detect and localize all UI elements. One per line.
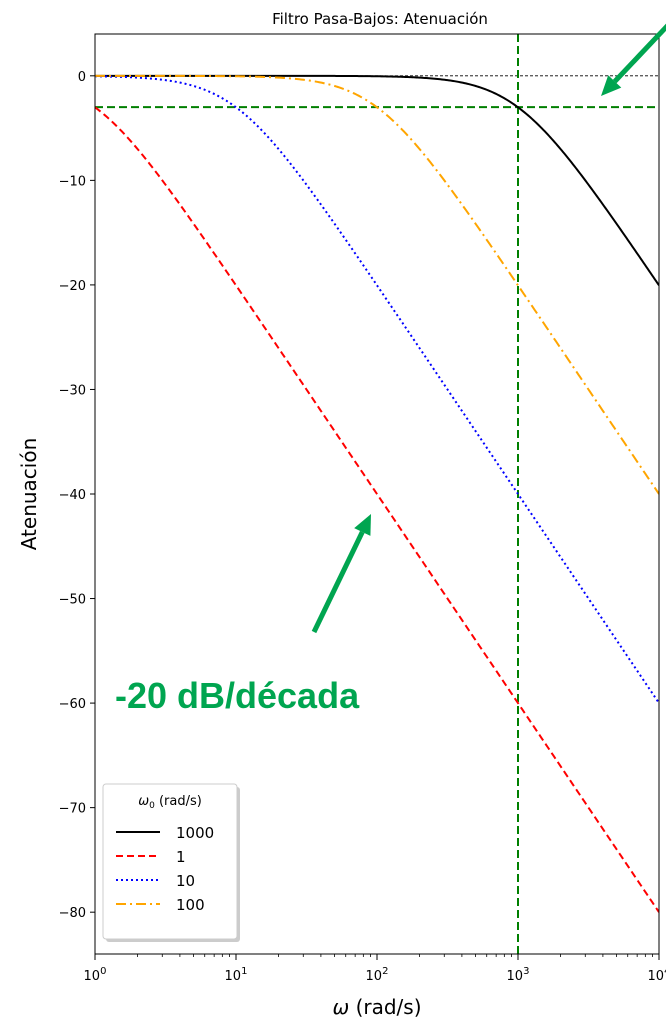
cutoff-arrow bbox=[601, 23, 666, 96]
arrow-shaft bbox=[311, 530, 365, 634]
legend-title: ω0 (rad/s) bbox=[138, 794, 202, 811]
y-tick-label: −80 bbox=[59, 906, 86, 921]
series-line-1 bbox=[95, 106, 659, 913]
x-tick-label: 100 bbox=[84, 966, 107, 984]
y-tick-label: −60 bbox=[59, 697, 86, 712]
slope-arrow bbox=[311, 514, 371, 634]
y-axis-label: Atenuación bbox=[17, 438, 41, 551]
arrow-head bbox=[601, 75, 622, 96]
arrow-shaft bbox=[612, 23, 666, 84]
y-tick-label: −20 bbox=[59, 279, 86, 294]
series-layer bbox=[95, 74, 659, 913]
x-axis-label: ω (rad/s) bbox=[332, 995, 421, 1019]
x-tick-label: 102 bbox=[366, 966, 389, 984]
x-tick-label: 101 bbox=[225, 966, 248, 984]
x-tick-label: 104 bbox=[648, 966, 666, 984]
y-tick-label: −10 bbox=[59, 174, 86, 189]
x-tick-label: 103 bbox=[507, 966, 530, 984]
annotations: -20 dB/década bbox=[115, 23, 666, 716]
x-axis-ticks: 100 101 102 103 104 bbox=[84, 954, 666, 984]
legend-label-1: 1 bbox=[176, 848, 186, 866]
y-tick-label: 0 bbox=[78, 70, 86, 85]
y-tick-label: −30 bbox=[59, 383, 86, 398]
series-line-1000 bbox=[95, 74, 659, 286]
legend: ω0 (rad/s) 1000 1 10 100 bbox=[102, 783, 240, 942]
legend-label-10: 10 bbox=[176, 872, 195, 890]
y-tick-label: −70 bbox=[59, 802, 86, 817]
series-line-10 bbox=[95, 75, 659, 704]
legend-box bbox=[102, 783, 238, 940]
y-axis-ticks: 0 −10 −20 −30 −40 −50 −60 −70 −80 bbox=[59, 70, 95, 921]
chart-title: Filtro Pasa-Bajos: Atenuación bbox=[272, 10, 488, 28]
y-tick-label: −50 bbox=[59, 593, 86, 608]
arrow-head bbox=[354, 514, 371, 536]
legend-label-1000: 1000 bbox=[176, 824, 214, 842]
series-line-100 bbox=[95, 74, 659, 495]
legend-label-100: 100 bbox=[176, 896, 205, 914]
legend-items: 1000 1 10 100 bbox=[116, 824, 214, 914]
slope-annotation-text: -20 dB/década bbox=[115, 675, 360, 716]
y-tick-label: −40 bbox=[59, 488, 86, 503]
